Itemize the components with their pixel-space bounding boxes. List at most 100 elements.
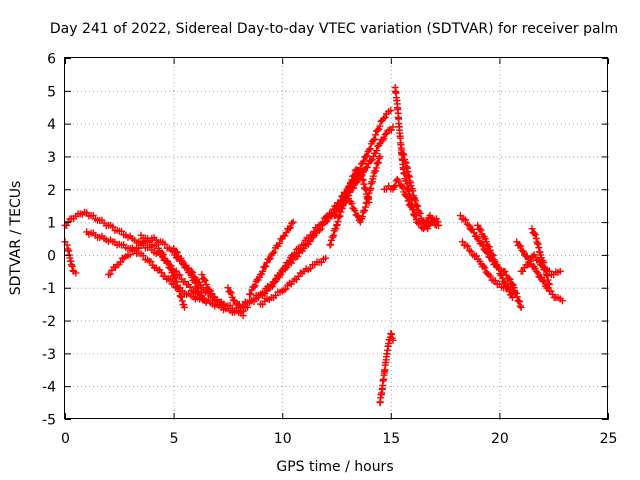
y-tick-label: -4	[42, 380, 56, 396]
data-point	[460, 215, 468, 223]
data-point	[363, 152, 371, 160]
data-point	[547, 287, 555, 295]
series-arc-9	[224, 107, 395, 311]
data-point	[351, 207, 359, 215]
x-tick-label: 5	[170, 431, 179, 447]
data-point	[275, 271, 283, 279]
data-point	[361, 206, 369, 214]
data-point	[517, 242, 525, 250]
data-point	[486, 246, 494, 254]
data-point	[347, 179, 355, 187]
data-point	[227, 289, 235, 297]
data-point	[381, 131, 389, 139]
data-point	[68, 262, 76, 270]
data-point	[176, 271, 184, 279]
data-point	[282, 228, 290, 236]
data-point	[359, 213, 367, 221]
data-point	[251, 282, 259, 290]
data-point	[458, 238, 466, 246]
data-point	[409, 206, 417, 214]
data-point	[389, 123, 397, 131]
data-point	[374, 158, 382, 166]
data-point	[376, 122, 384, 130]
data-point	[282, 285, 290, 293]
series-arc-10	[235, 123, 397, 312]
data-point	[498, 271, 506, 279]
data-point	[363, 163, 371, 171]
data-point	[531, 264, 539, 272]
series-arc-2	[61, 208, 251, 316]
data-point	[306, 264, 314, 272]
data-point	[171, 274, 179, 282]
data-point	[224, 284, 232, 292]
data-point	[508, 280, 516, 288]
data-point	[531, 231, 539, 239]
series-arc-24	[528, 225, 553, 288]
data-point	[389, 336, 397, 344]
data-point	[139, 252, 147, 260]
data-point	[178, 297, 186, 305]
data-point	[491, 277, 499, 285]
data-point	[467, 248, 475, 256]
data-point	[262, 262, 270, 270]
data-point	[373, 147, 381, 155]
series-arc-1	[61, 238, 80, 277]
data-point	[381, 113, 389, 121]
data-point	[178, 293, 186, 301]
data-point	[469, 251, 477, 259]
data-point	[369, 136, 377, 144]
data-point	[196, 290, 204, 298]
data-point	[424, 225, 432, 233]
data-point	[558, 297, 566, 305]
data-point	[545, 280, 553, 288]
x-tick-label: 20	[491, 431, 509, 447]
data-point	[380, 115, 388, 123]
data-point	[353, 166, 361, 174]
data-point	[68, 261, 76, 269]
data-point	[277, 271, 285, 279]
data-point	[513, 238, 521, 246]
data-point	[519, 267, 527, 275]
data-point	[469, 225, 477, 233]
data-point	[361, 203, 369, 211]
data-point	[205, 285, 213, 293]
data-point	[172, 277, 180, 285]
axes: 0 5 10 15 20 25 -5 -4 -3 -2 -1 0 1 2 3 4 5 6	[42, 52, 617, 448]
data-point	[161, 240, 169, 248]
data-point	[306, 237, 314, 245]
data-point	[209, 293, 217, 301]
data-point	[472, 252, 480, 260]
data-point	[332, 225, 340, 233]
series-arc-15	[376, 330, 397, 407]
data-point	[372, 131, 380, 139]
data-point	[229, 296, 237, 304]
data-point	[366, 145, 374, 153]
y-tick-label: 2	[47, 183, 56, 199]
data-point	[220, 300, 228, 308]
series-arc-11	[246, 218, 297, 298]
data-point	[157, 269, 165, 277]
data-point	[173, 248, 181, 256]
data-point	[172, 248, 180, 256]
data-point	[395, 177, 403, 185]
data-point	[465, 221, 473, 229]
data-point	[270, 278, 278, 286]
data-point	[270, 248, 278, 256]
data-point	[289, 218, 297, 226]
data-point	[285, 225, 293, 233]
data-point	[322, 254, 330, 262]
data-point	[109, 223, 117, 231]
data-point	[400, 151, 408, 159]
y-tick-label: -5	[42, 413, 56, 429]
data-point	[180, 303, 188, 311]
data-point	[387, 126, 395, 134]
x-axis-label: GPS time / hours	[276, 459, 393, 475]
data-point	[280, 264, 288, 272]
data-point	[176, 292, 184, 300]
data-point	[367, 157, 375, 165]
y-tick-label: 1	[47, 216, 56, 232]
data-point	[477, 226, 485, 234]
data-point	[402, 192, 410, 200]
data-point	[201, 277, 209, 285]
